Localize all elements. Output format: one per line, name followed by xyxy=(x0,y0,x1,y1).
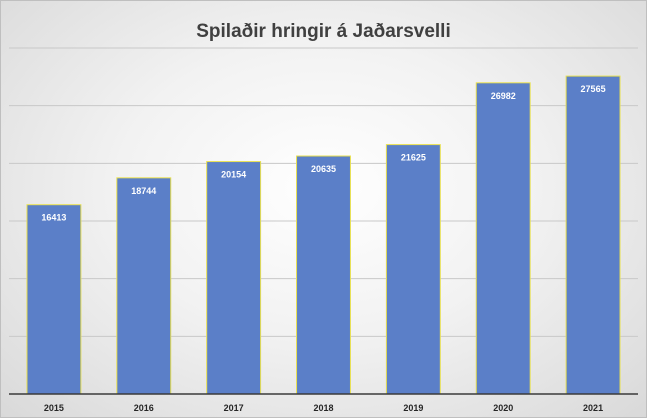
bar-2020 xyxy=(475,82,531,395)
chart-title: Spilaðir hringir á Jaðarsvelli xyxy=(196,21,451,42)
data-label: 21625 xyxy=(401,153,426,163)
data-label: 16413 xyxy=(41,213,66,223)
x-tick-label: 2015 xyxy=(44,403,64,413)
x-tick-label: 2017 xyxy=(224,403,244,413)
x-tick-label: 2018 xyxy=(313,403,333,413)
bar-2016 xyxy=(116,177,172,395)
data-label: 27565 xyxy=(581,84,606,94)
data-label: 20154 xyxy=(221,170,246,180)
x-tick-label: 2021 xyxy=(583,403,603,413)
bar-2015 xyxy=(26,204,82,395)
x-tick-label: 2016 xyxy=(134,403,154,413)
bar-2021 xyxy=(565,75,621,395)
x-tick-label: 2020 xyxy=(493,403,513,413)
bar-2017 xyxy=(206,161,262,395)
x-tick-label: 2019 xyxy=(403,403,423,413)
bar-2018 xyxy=(296,155,351,395)
data-label: 26982 xyxy=(491,91,516,101)
data-label: 20635 xyxy=(311,164,336,174)
bar-2019 xyxy=(385,144,441,395)
data-label: 18744 xyxy=(131,186,156,196)
